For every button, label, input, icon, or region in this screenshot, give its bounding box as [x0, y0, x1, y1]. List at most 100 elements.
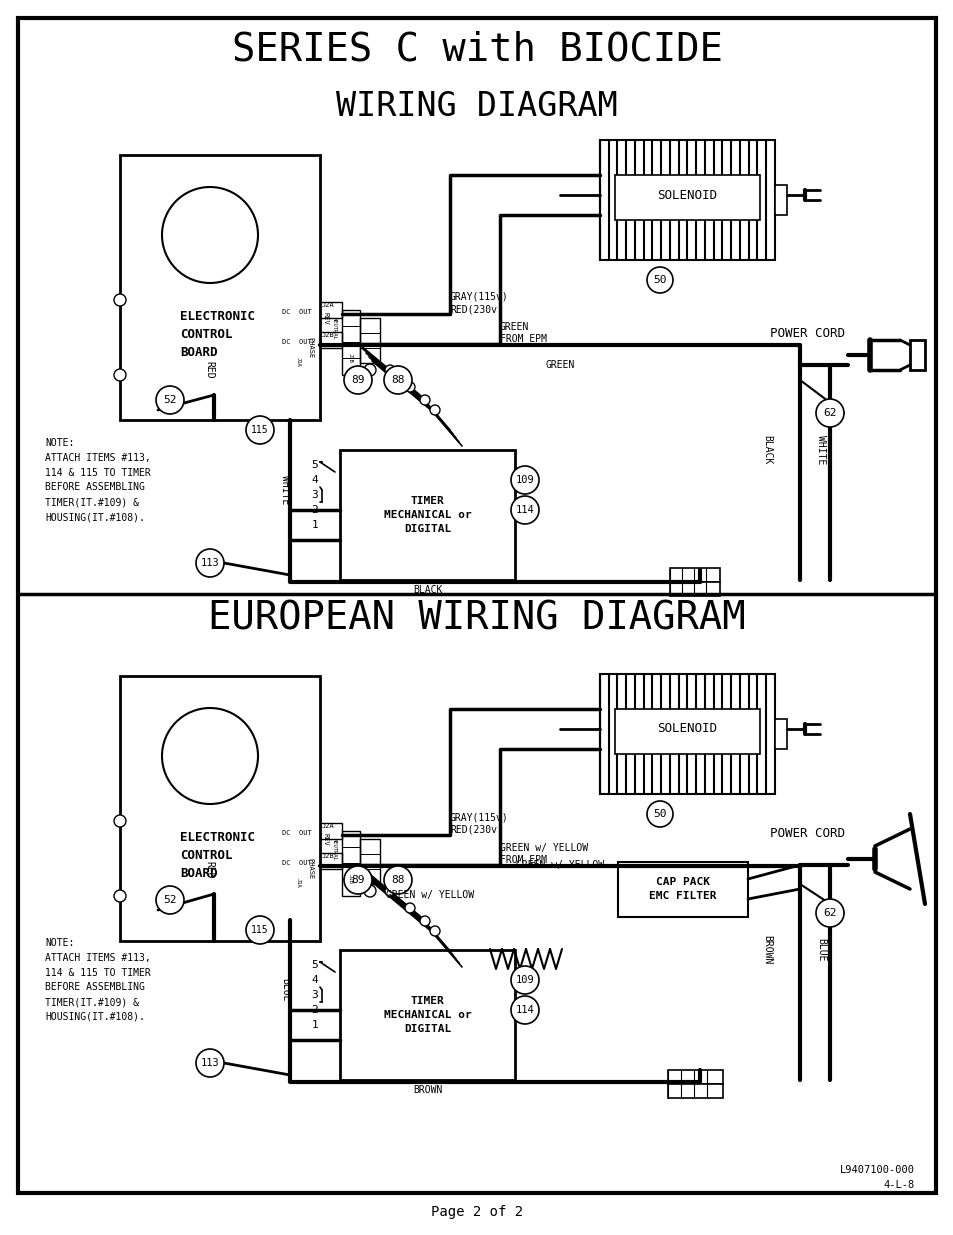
Text: WIRING DIAGRAM: WIRING DIAGRAM	[335, 90, 618, 124]
Text: GREEN w/ YELLOW
FROM EPM: GREEN w/ YELLOW FROM EPM	[499, 842, 587, 864]
Bar	[341, 310, 359, 375]
Circle shape	[385, 885, 395, 897]
Text: TIMER
MECHANICAL or
DIGITAL: TIMER MECHANICAL or DIGITAL	[383, 496, 471, 534]
Text: POWER CORD: POWER CORD	[769, 827, 844, 840]
Circle shape	[384, 366, 412, 394]
Text: ELECTRONIC
CONTROL
BOARD: ELECTRONIC CONTROL BOARD	[180, 831, 254, 881]
Text: 50: 50	[653, 809, 666, 819]
Bar	[909, 340, 924, 370]
Text: 3: 3	[312, 990, 318, 1000]
Circle shape	[646, 802, 672, 827]
Text: DC  OUT: DC OUT	[282, 309, 312, 315]
Text: NOTE:
ATTACH ITEMS #113,
114 & 115 TO TIMER
BEFORE ASSEMBLING
TIMER(IT.#109) &
H: NOTE: ATTACH ITEMS #113, 114 & 115 TO TI…	[45, 939, 151, 1023]
Circle shape	[405, 903, 415, 913]
Text: DC  OUT: DC OUT	[282, 338, 312, 345]
Circle shape	[815, 399, 843, 427]
Text: BLUE: BLUE	[280, 978, 290, 1002]
Circle shape	[162, 708, 257, 804]
Text: 2: 2	[312, 1005, 318, 1015]
Circle shape	[430, 926, 439, 936]
Text: REV: REV	[323, 832, 329, 846]
Text: DC  OUT: DC OUT	[282, 830, 312, 836]
Text: BLUE: BLUE	[815, 939, 825, 962]
Text: 62: 62	[822, 408, 836, 417]
Circle shape	[246, 416, 274, 445]
Text: 88: 88	[391, 375, 404, 385]
Text: BLACK: BLACK	[761, 435, 771, 464]
Text: ELECTRONIC
CONTROL
BOARD: ELECTRONIC CONTROL BOARD	[180, 310, 254, 359]
Bar	[774, 719, 786, 748]
Text: BROWN: BROWN	[413, 1086, 442, 1095]
Circle shape	[511, 995, 538, 1024]
Circle shape	[113, 890, 126, 902]
Text: 114: 114	[515, 1005, 534, 1015]
Bar	[599, 674, 774, 794]
Text: J1B: J1B	[347, 353, 352, 363]
Text: 5: 5	[312, 459, 318, 471]
Text: NOTE:
ATTACH ITEMS #113,
114 & 115 TO TIMER
BEFORE ASSEMBLING
TIMER(IT.#109) &
H: NOTE: ATTACH ITEMS #113, 114 & 115 TO TI…	[45, 438, 151, 522]
Bar	[669, 568, 720, 582]
Bar	[319, 332, 341, 348]
Circle shape	[113, 294, 126, 306]
Text: 52: 52	[163, 895, 176, 905]
Bar	[667, 1070, 722, 1084]
Text: J1A: J1A	[295, 878, 300, 888]
Bar	[599, 140, 774, 261]
Circle shape	[246, 916, 274, 944]
Circle shape	[344, 366, 372, 394]
Text: 52: 52	[163, 395, 176, 405]
Bar	[615, 175, 760, 220]
Circle shape	[162, 186, 257, 283]
Circle shape	[511, 966, 538, 994]
Circle shape	[419, 395, 430, 405]
Bar	[359, 317, 379, 363]
Text: 89: 89	[351, 876, 364, 885]
Text: 109: 109	[515, 974, 534, 986]
Text: SOLENOID: SOLENOID	[657, 189, 717, 201]
Text: 4: 4	[312, 974, 318, 986]
Text: POWER CORD: POWER CORD	[769, 327, 844, 340]
Bar	[667, 1084, 722, 1098]
Text: CAP PACK
EMC FILTER: CAP PACK EMC FILTER	[649, 878, 716, 902]
Text: 109: 109	[515, 475, 534, 485]
Text: 113: 113	[200, 1058, 219, 1068]
Text: GREEN w/ YELLOW: GREEN w/ YELLOW	[386, 890, 474, 900]
Circle shape	[511, 466, 538, 494]
Circle shape	[385, 366, 395, 375]
Text: J2B: J2B	[322, 853, 335, 860]
Text: GRAY(115v)
RED(230v): GRAY(115v) RED(230v)	[450, 813, 508, 835]
Text: 50: 50	[653, 275, 666, 285]
Text: BROWN: BROWN	[761, 935, 771, 965]
Bar	[669, 582, 720, 597]
Circle shape	[113, 369, 126, 382]
Circle shape	[156, 885, 184, 914]
Text: J1B: J1B	[347, 874, 352, 884]
Text: 5: 5	[312, 960, 318, 969]
Text: 62: 62	[822, 908, 836, 918]
Bar	[341, 831, 359, 897]
Text: GREEN: GREEN	[545, 359, 574, 370]
Text: 3: 3	[312, 490, 318, 500]
Text: SOLENOID: SOLENOID	[657, 722, 717, 736]
Circle shape	[815, 899, 843, 927]
Bar	[618, 862, 747, 918]
Circle shape	[195, 1049, 224, 1077]
Bar	[319, 853, 341, 869]
Bar	[615, 709, 760, 755]
Text: 115: 115	[251, 925, 269, 935]
Bar	[774, 185, 786, 215]
Circle shape	[646, 267, 672, 293]
Text: 1: 1	[312, 1020, 318, 1030]
Text: PHASE: PHASE	[307, 858, 313, 879]
Text: TIMER
MECHANICAL or
DIGITAL: TIMER MECHANICAL or DIGITAL	[383, 995, 471, 1034]
Text: J2A: J2A	[322, 823, 335, 829]
Circle shape	[113, 815, 126, 827]
Circle shape	[344, 866, 372, 894]
Text: EUROPEAN WIRING DIAGRAM: EUROPEAN WIRING DIAGRAM	[208, 600, 745, 638]
Text: 114: 114	[515, 505, 534, 515]
Circle shape	[430, 405, 439, 415]
Circle shape	[364, 885, 375, 897]
Text: 89: 89	[351, 375, 364, 385]
Bar	[339, 450, 515, 580]
Text: WHITE: WHITE	[815, 435, 825, 464]
